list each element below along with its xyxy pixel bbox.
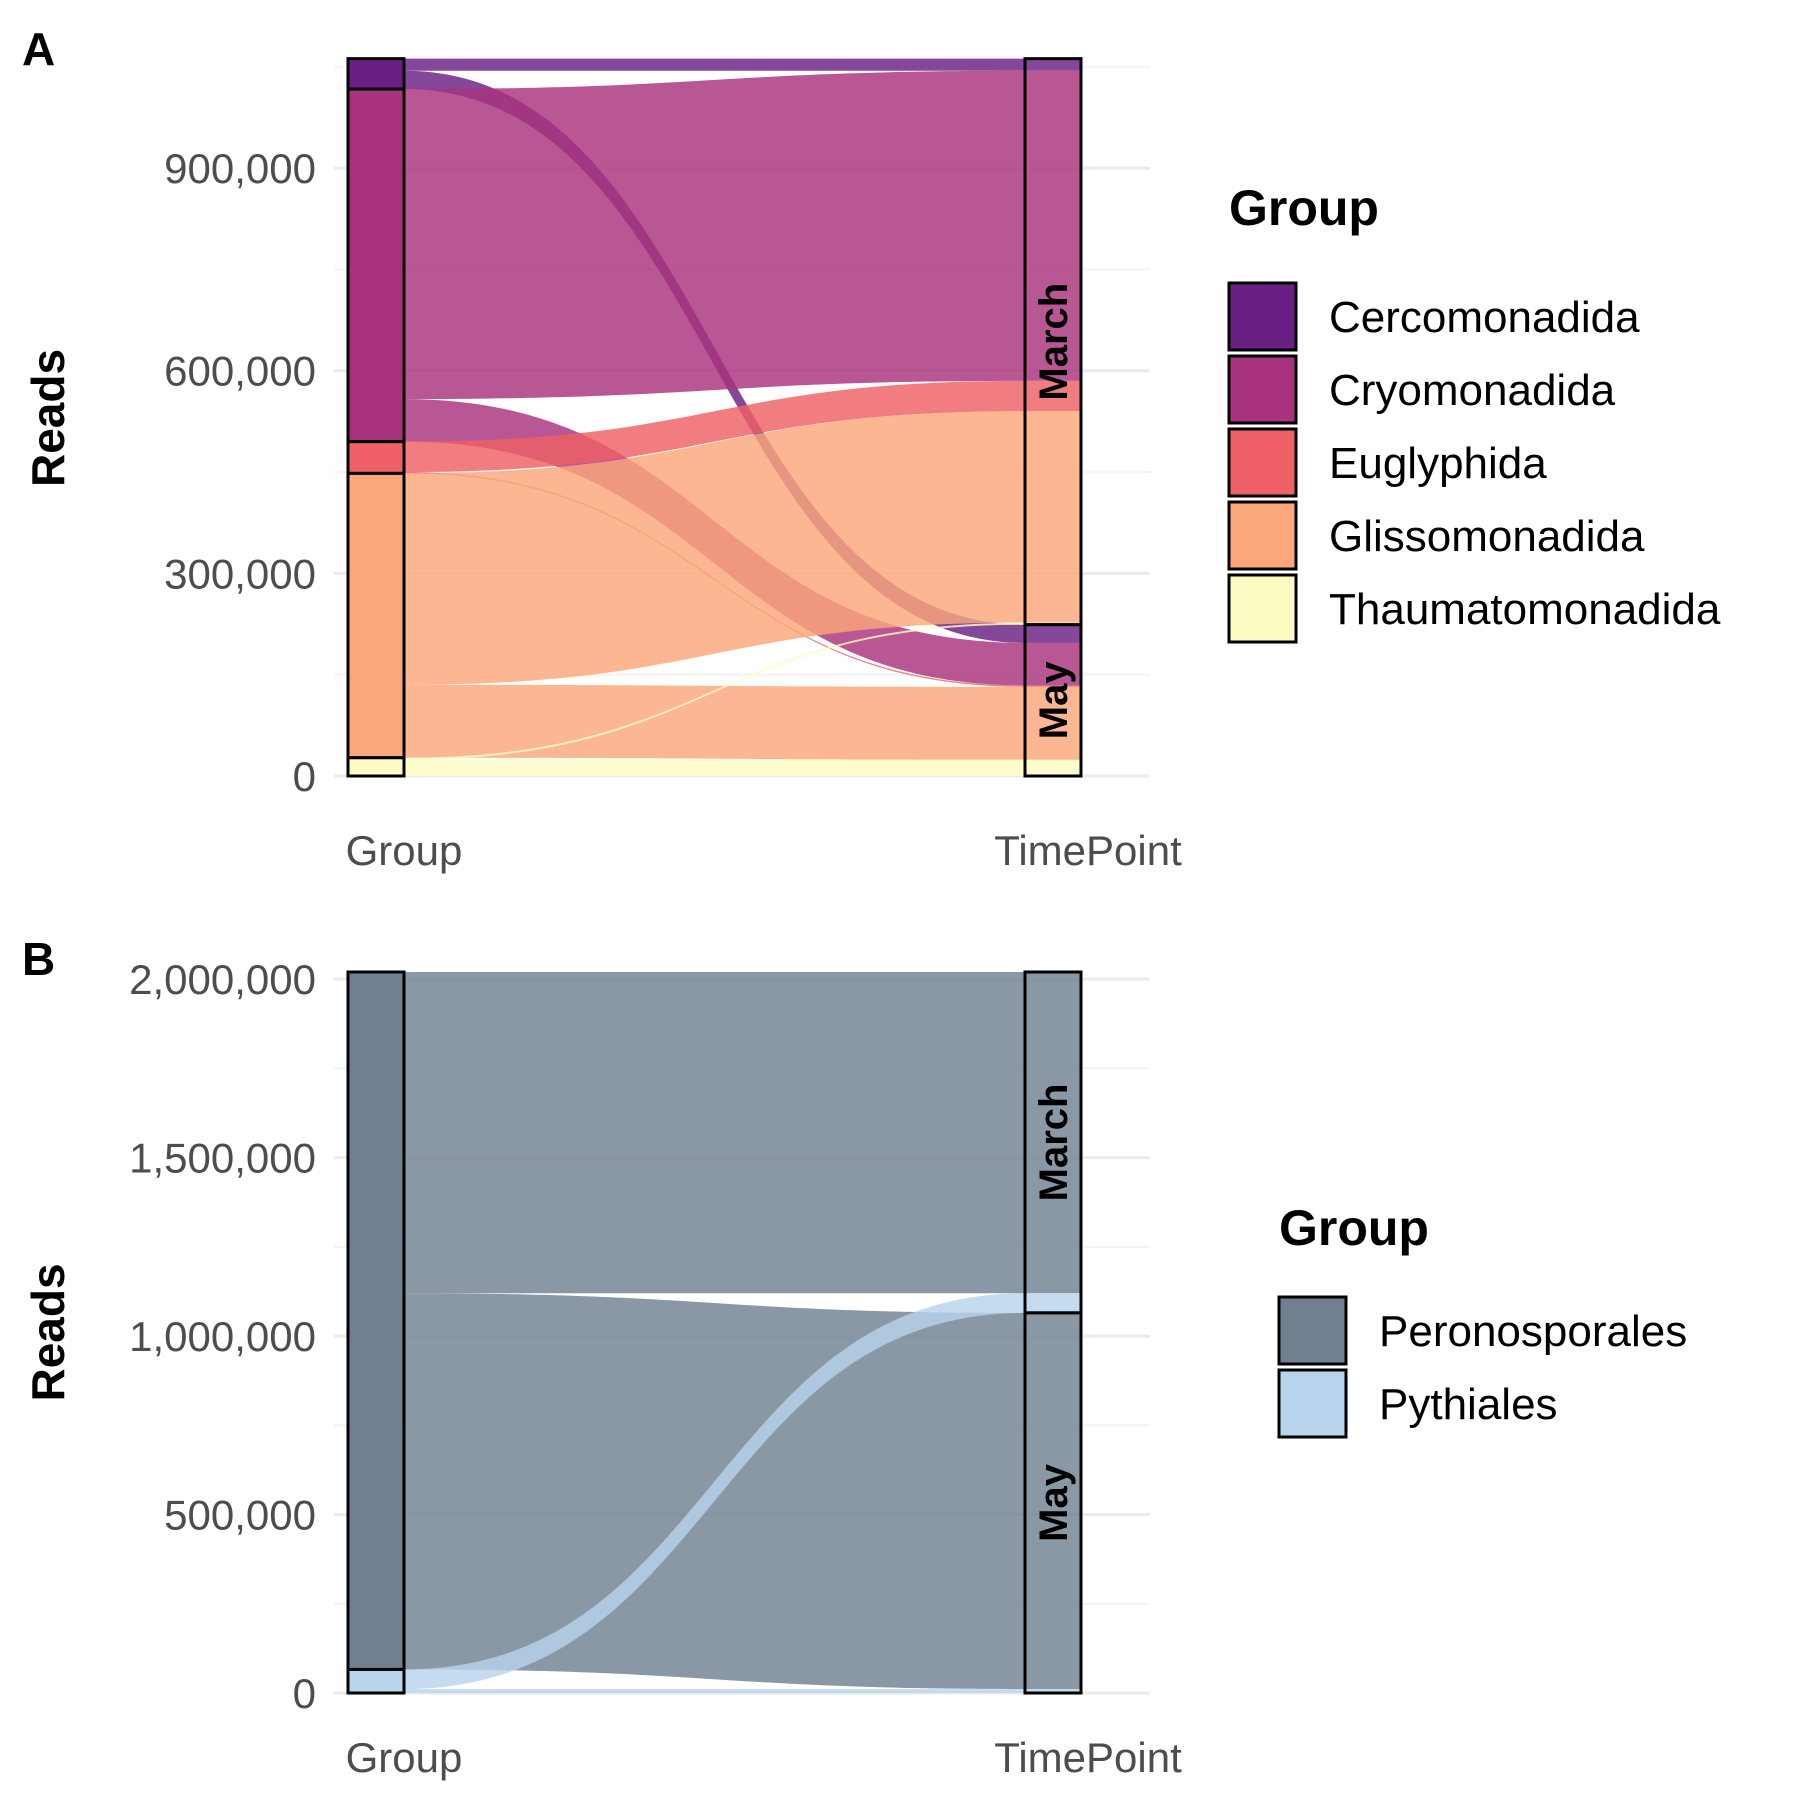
timepoint-strata: March May [1023,970,1083,1695]
legend-title: Group [1279,1200,1429,1256]
flow-glissomonadida-to-march [404,411,1025,685]
y-tick-label: 900,000 [164,145,316,192]
flow-cryomonadida-to-march [404,70,1025,400]
stratum-peronosporales [346,970,406,1671]
legend-swatch-cercomonadida [1227,281,1298,352]
legend-label-peronosporales: Peronosporales [1379,1307,1687,1356]
y-tick-label: 300,000 [164,550,316,597]
stratum-fill-may-pythiales [1025,1689,1081,1693]
y-tick-label: 500,000 [164,1492,316,1539]
legend-swatch-thaumatomonadida [1227,573,1298,644]
x-axis-label-group: Group [346,827,463,874]
stratum-fill-march-glissomonadida [1025,411,1081,623]
stratum-may [1023,623,1083,778]
legend-label-pythiales: Pythiales [1379,1380,1558,1429]
alluvial-flows [404,972,1025,1693]
y-axis-title: Reads [22,349,74,487]
stratum-label-march: March [1032,1084,1076,1202]
stratum-cercomonadida [346,57,406,91]
y-tick-label: 1,500,000 [129,1135,316,1182]
stratum-fill-march-peronosporales [1025,972,1081,1294]
legend-label-euglyphida: Euglyphida [1329,439,1547,488]
stratum-fill-may-euglyphida [1025,685,1081,687]
panel-label: B [22,933,55,985]
legend-swatch-pythiales [1277,1368,1348,1439]
panel-label: A [22,23,55,75]
flow-cercomonadida-to-march [404,58,1025,71]
stratum-fill-march-euglyphida [1025,380,1081,412]
stratum-fill-may-cryomonadida [1025,642,1081,686]
y-tick-label: 1,000,000 [129,1313,316,1360]
legend: Group Cercomonadida Cryomonadida Euglyphida… [1227,180,1721,644]
flow-peronosporales-to-march [404,972,1025,1294]
stratum-thaumatomonadida [346,756,406,778]
legend-label-glissomonadida: Glissomonadida [1329,512,1645,561]
x-axis-label-timepoint: TimePoint [994,1734,1182,1781]
stratum-euglyphida [346,440,406,475]
panel-a: 0 300,000 600,000 900,000 Reads A Group TimePoi… [22,23,1721,874]
stratum-fill-may-thaumatomonadida [1025,759,1081,776]
legend-swatch-peronosporales [1277,1295,1348,1366]
legend-title: Group [1229,180,1379,236]
x-axis-label-group: Group [346,1734,463,1781]
stratum-fill-march-cryomonadida [1025,70,1081,381]
y-tick-label: 0 [293,1670,316,1717]
legend-swatch-cryomonadida [1227,354,1298,425]
stratum-glissomonadida [346,471,406,760]
stratum-cryomonadida [346,87,406,444]
stratum-may [1023,1311,1083,1695]
stratum-label-may: May [1032,661,1076,740]
flow-pythiales-to-may [404,1689,1025,1693]
stratum-fill-may-peronosporales [1025,1312,1081,1690]
legend-label-cryomonadida: Cryomonadida [1329,366,1616,415]
stratum-pythiales [346,1667,406,1695]
group-strata [346,57,406,778]
stratum-fill-may-cercomonadida [1025,624,1081,643]
flow-euglyphida-to-march [404,380,1025,473]
stratum-fill-may-glissomonadida [1025,686,1081,760]
panel-b: 0 500,000 1,000,000 1,500,000 2,000,000 Reads… [22,933,1687,1781]
flow-thaumatomonadida-to-may [404,759,1025,776]
stratum-fill-march-pythiales [1025,1293,1081,1313]
legend-label-thaumatomonadida: Thaumatomonadida [1329,585,1721,634]
timepoint-strata: March May [1023,57,1083,778]
legend-label-cercomonadida: Cercomonadida [1329,293,1640,342]
y-tick-label: 600,000 [164,348,316,395]
legend: Group Peronosporales Pythiales [1277,1200,1687,1439]
y-tick-label: 2,000,000 [129,956,316,1003]
stratum-label-march: March [1032,283,1076,401]
flow-glissomonadida-to-may [404,684,1025,760]
stratum-label-may: May [1032,1463,1076,1542]
y-tick-label: 0 [293,753,316,800]
legend-swatch-euglyphida [1227,427,1298,498]
flow-thaumatomonadida-to-march [404,622,1025,760]
stratum-fill-march-cercomonadida [1025,58,1081,71]
y-axis-title: Reads [22,1263,74,1401]
alluvial-flows [404,58,1025,776]
legend-swatch-glissomonadida [1227,500,1298,571]
x-axis-label-timepoint: TimePoint [994,827,1182,874]
group-strata [346,970,406,1695]
flow-pythiales-to-march [404,1293,1025,1690]
